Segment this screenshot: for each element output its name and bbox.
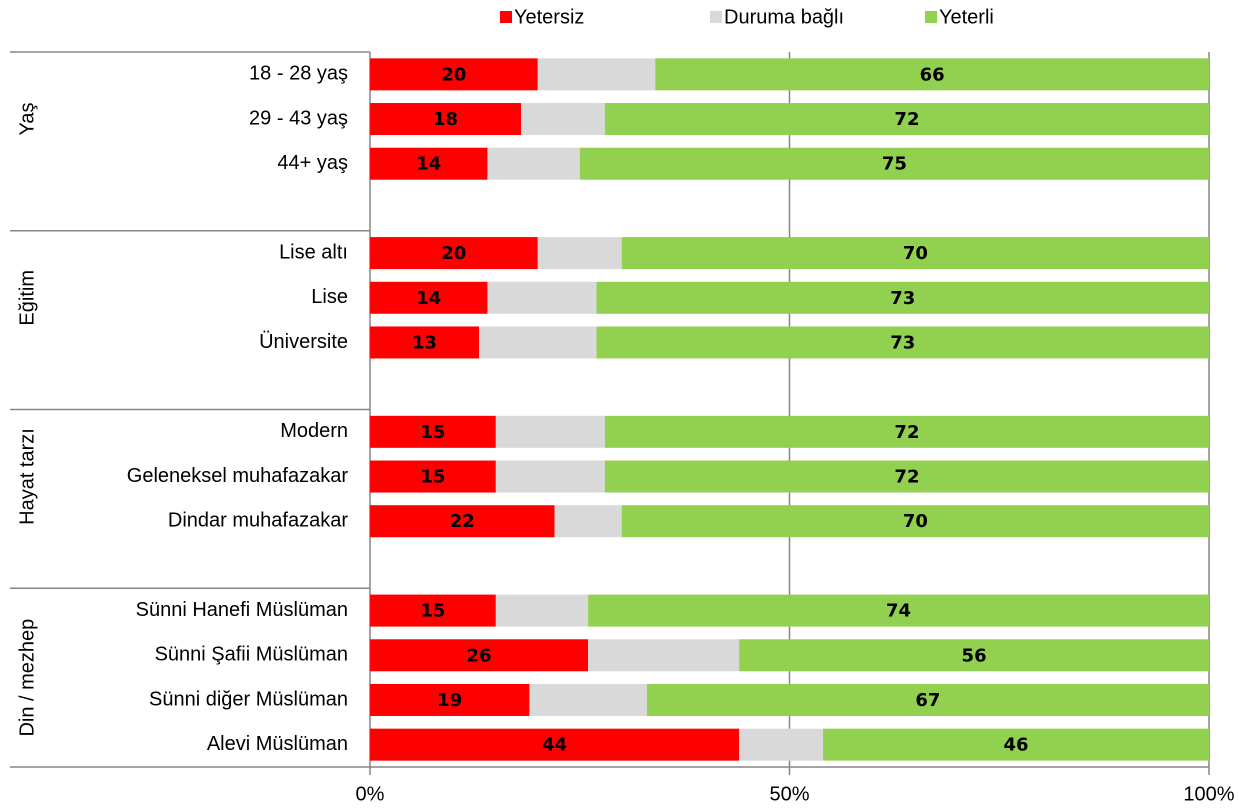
data-label: 14 bbox=[416, 154, 441, 175]
x-tick-label: 50% bbox=[769, 783, 809, 805]
legend-label: Yetersiz bbox=[514, 6, 584, 28]
bar-segment bbox=[823, 728, 1209, 761]
y-tick-label: Sünni diğer Müslüman bbox=[149, 688, 348, 710]
y-tick-label: 29 - 43 yaş bbox=[249, 107, 348, 129]
bar-segment bbox=[370, 639, 589, 672]
data-label: 15 bbox=[420, 422, 445, 443]
bar-segment bbox=[554, 505, 622, 538]
bar-segment bbox=[370, 505, 555, 538]
bar-segment bbox=[370, 147, 488, 180]
data-label: 56 bbox=[962, 645, 987, 666]
data-label: 44 bbox=[542, 735, 567, 756]
y-tick-label: 18 - 28 yaş bbox=[249, 63, 348, 85]
bar-segment bbox=[495, 594, 589, 627]
bar-segment bbox=[487, 281, 597, 314]
legend-swatch bbox=[925, 11, 937, 23]
x-tick-label: 100% bbox=[1183, 783, 1234, 805]
legend-label: Duruma bağlı bbox=[724, 6, 844, 28]
y-tick-label: Lise altı bbox=[279, 241, 348, 263]
legend-label: Yeterli bbox=[939, 6, 994, 28]
x-tick-label: 0% bbox=[356, 783, 385, 805]
data-label: 70 bbox=[903, 243, 928, 264]
data-label: 72 bbox=[894, 422, 919, 443]
bar-segment bbox=[370, 326, 480, 359]
bar-segment bbox=[529, 683, 647, 716]
data-label: 22 bbox=[450, 511, 475, 532]
data-label: 18 bbox=[433, 109, 458, 130]
bar-segment bbox=[596, 326, 1209, 359]
data-label: 20 bbox=[441, 243, 466, 264]
bar-segment bbox=[370, 460, 496, 493]
bar-segment bbox=[370, 594, 496, 627]
legend-swatch bbox=[710, 11, 722, 23]
bar-segment bbox=[588, 639, 740, 672]
y-tick-label: Alevi Müslüman bbox=[207, 733, 348, 755]
bar-segment bbox=[621, 237, 1209, 270]
data-label: 13 bbox=[412, 332, 437, 353]
data-label: 67 bbox=[915, 690, 940, 711]
bar-segment bbox=[495, 460, 605, 493]
bar-segment bbox=[521, 103, 605, 136]
data-label: 20 bbox=[441, 64, 466, 85]
y-tick-label: Modern bbox=[280, 420, 348, 442]
bar-segment bbox=[655, 58, 1209, 91]
bar-segment bbox=[739, 728, 824, 761]
y-tick-label: Sünni Hanefi Müslüman bbox=[136, 599, 348, 621]
data-label: 73 bbox=[890, 288, 915, 309]
data-label: 70 bbox=[903, 511, 928, 532]
y-tick-label: Sünni Şafii Müslüman bbox=[155, 644, 348, 666]
data-label: 14 bbox=[416, 288, 441, 309]
group-label: Hayat tarzı bbox=[16, 428, 38, 525]
bar-segment bbox=[579, 147, 1209, 180]
data-label: 72 bbox=[894, 467, 919, 488]
data-label: 73 bbox=[890, 332, 915, 353]
bar-segment bbox=[739, 639, 1209, 672]
bar-segment bbox=[370, 728, 740, 761]
bar-segment bbox=[370, 58, 538, 91]
data-label: 19 bbox=[437, 690, 462, 711]
bar-segment bbox=[588, 594, 1209, 627]
data-label: 15 bbox=[420, 601, 445, 622]
bar-segment bbox=[537, 58, 656, 91]
bar-segment bbox=[537, 237, 622, 270]
y-tick-label: Dindar muhafazakar bbox=[168, 510, 348, 532]
bar-segment bbox=[604, 460, 1209, 493]
data-label: 74 bbox=[886, 601, 911, 622]
bar-segment bbox=[495, 415, 605, 448]
bar-segment bbox=[370, 237, 538, 270]
bar-segment bbox=[370, 683, 530, 716]
bar-segment bbox=[370, 415, 496, 448]
group-label: Yaş bbox=[16, 103, 38, 136]
bar-segment bbox=[621, 505, 1209, 538]
y-tick-label: Geleneksel muhafazakar bbox=[127, 465, 349, 487]
y-tick-label: Üniversite bbox=[259, 331, 348, 353]
y-tick-label: 44+ yaş bbox=[277, 152, 348, 174]
bar-segment bbox=[604, 415, 1209, 448]
bar-segment bbox=[479, 326, 597, 359]
data-label: 26 bbox=[467, 645, 492, 666]
bar-segment bbox=[370, 281, 488, 314]
data-label: 66 bbox=[920, 64, 945, 85]
legend-swatch bbox=[500, 11, 512, 23]
bar-segment bbox=[604, 103, 1209, 136]
data-label: 75 bbox=[882, 154, 907, 175]
data-label: 46 bbox=[1003, 735, 1028, 756]
bar-segment bbox=[596, 281, 1209, 314]
bar-segment bbox=[646, 683, 1209, 716]
group-label: Eğitim bbox=[16, 270, 38, 326]
group-label: Din / mezhep bbox=[16, 619, 38, 737]
bar-segment bbox=[370, 103, 522, 136]
y-tick-label: Lise bbox=[311, 286, 348, 308]
data-label: 72 bbox=[894, 109, 919, 130]
data-label: 15 bbox=[420, 467, 445, 488]
bar-segment bbox=[487, 147, 580, 180]
